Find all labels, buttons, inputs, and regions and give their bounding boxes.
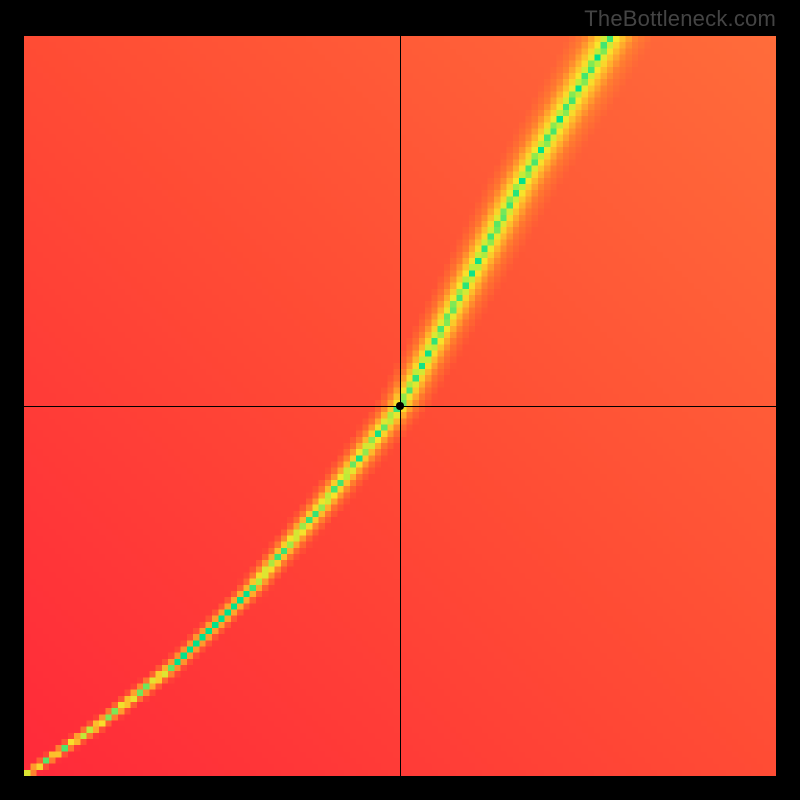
watermark-text: TheBottleneck.com (584, 6, 776, 32)
chart-frame: TheBottleneck.com (0, 0, 800, 800)
plot-area (24, 36, 776, 776)
crosshair-overlay (24, 36, 776, 776)
